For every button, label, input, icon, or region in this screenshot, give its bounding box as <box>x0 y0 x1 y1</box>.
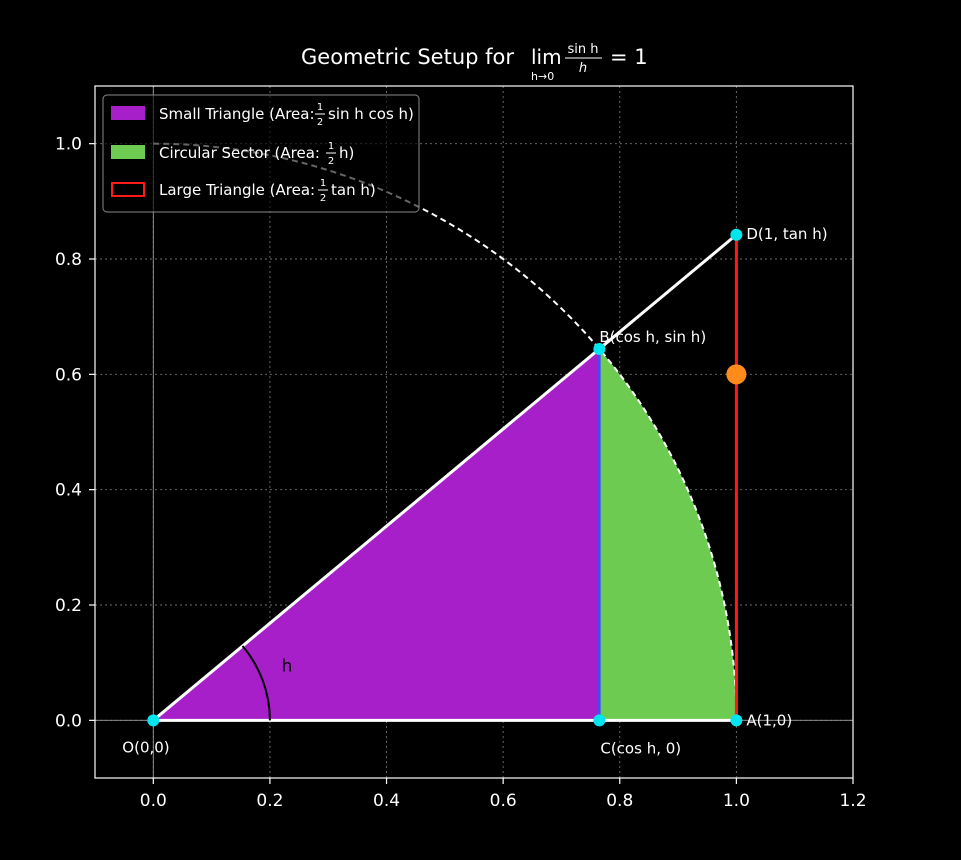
legend-label-small-triangle: Small Triangle (Area: <box>159 105 315 123</box>
point-label-A: A(1,0) <box>746 711 792 729</box>
legend-sector-frac-num: 1 <box>328 141 334 152</box>
y-tick-label-0: 0.0 <box>55 711 82 731</box>
point-B <box>593 342 606 355</box>
legend-sector-frac-den: 2 <box>328 156 334 167</box>
y-tick-label-1: 0.2 <box>55 596 82 616</box>
legend-label-circular-sector: Circular Sector (Area: <box>159 144 320 162</box>
legend-large-frac-num: 1 <box>320 178 326 189</box>
x-tick-label-4: 0.8 <box>606 791 633 811</box>
points-layer: O(0,0) A(1,0) B(cos h, sin h) C(cos h, 0) D(… <box>122 225 827 758</box>
y-tick-label-5: 1.0 <box>55 135 82 155</box>
x-tick-label-0: 0.0 <box>140 791 167 811</box>
title-prefix: Geometric Setup for <box>301 45 514 69</box>
point-label-C: C(cos h, 0) <box>600 739 681 757</box>
title-fraction-denominator: h <box>579 61 587 76</box>
angle-label: h <box>282 656 293 676</box>
point-D <box>730 228 743 241</box>
axes-frame <box>94 85 854 779</box>
point-C <box>593 714 606 727</box>
legend-swatch-small-triangle <box>111 106 145 120</box>
point-label-O: O(0,0) <box>122 738 169 756</box>
angle-arc <box>241 645 271 721</box>
title-lim-subscript: h→0 <box>531 70 554 83</box>
title-fraction-numerator: sin h <box>568 42 599 57</box>
circular-sector-fill <box>599 348 737 721</box>
legend-small-frac-num: 1 <box>317 102 323 113</box>
point-O <box>147 714 160 727</box>
legend-label-large-triangle: Large Triangle (Area: <box>159 181 315 199</box>
legend-swatch-circular-sector <box>111 145 145 159</box>
title-lim: lim <box>531 45 562 69</box>
unit-circle-arc <box>153 142 738 721</box>
y-tick-label-3: 0.6 <box>55 365 82 385</box>
x-axis-ticks: 0.0 0.2 0.4 0.6 0.8 1.0 1.2 <box>140 778 867 811</box>
chart-title: Geometric Setup for lim h→0 sin h h = 1 <box>301 42 648 83</box>
legend-label-small-rest: sin h cos h) <box>328 105 414 123</box>
point-label-D: D(1, tan h) <box>746 225 827 243</box>
legend-large-frac-den: 2 <box>320 193 326 204</box>
highlight-point <box>726 364 747 385</box>
x-tick-label-3: 0.6 <box>490 791 517 811</box>
point-A <box>730 714 743 727</box>
legend-label-sector-rest: h) <box>339 144 354 162</box>
x-tick-label-1: 0.2 <box>256 791 283 811</box>
legend: Small Triangle (Area: 1 2 sin h cos h) C… <box>102 94 420 213</box>
legend-swatch-large-triangle <box>111 182 145 197</box>
legend-label-large-rest: tan h) <box>331 181 376 199</box>
legend-small-frac-den: 2 <box>317 117 323 128</box>
radius-line-od <box>152 233 738 722</box>
y-tick-label-2: 0.4 <box>55 481 82 501</box>
y-tick-label-4: 0.8 <box>55 250 82 270</box>
x-tick-label-2: 0.4 <box>373 791 400 811</box>
x-tick-label-5: 1.0 <box>723 791 750 811</box>
y-axis-ticks: 0.0 0.2 0.4 0.6 0.8 1.0 <box>55 135 95 731</box>
x-tick-label-6: 1.2 <box>839 791 866 811</box>
point-label-B: B(cos h, sin h) <box>599 328 706 346</box>
title-suffix: = 1 <box>610 45 648 69</box>
legend-box <box>102 94 420 213</box>
